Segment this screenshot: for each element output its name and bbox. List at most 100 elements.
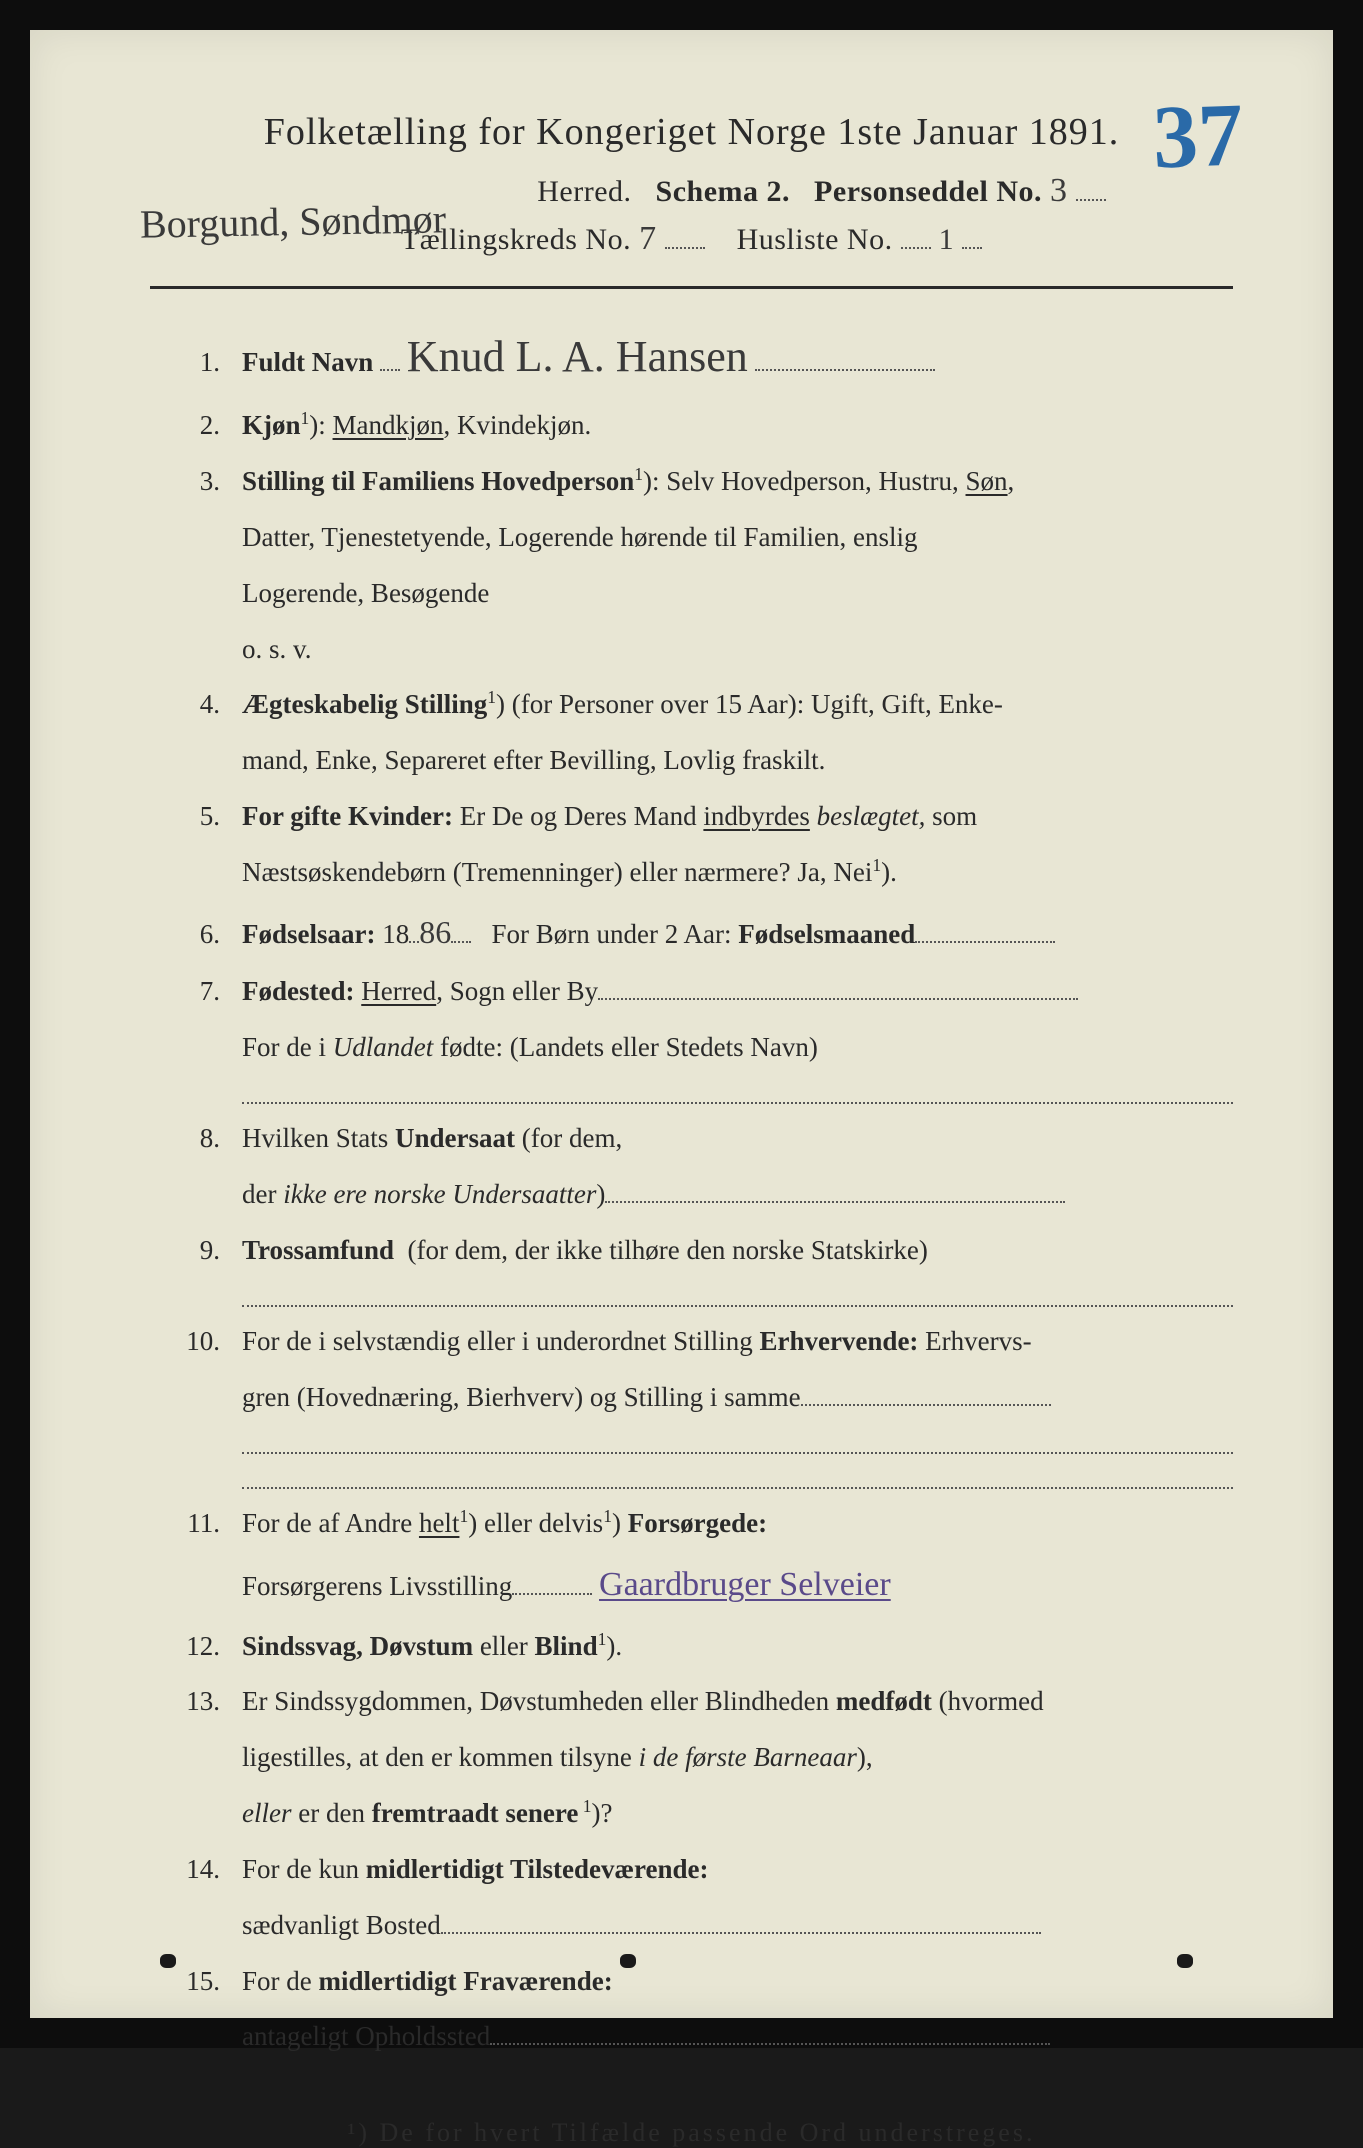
field-label: Fødested:	[242, 976, 354, 1006]
field-text: midlertidigt Tilstedeværende:	[366, 1854, 709, 1884]
husliste-label: Husliste No.	[737, 223, 893, 256]
field-9: 9. Trossamfund (for dem, der ikke tilhør…	[160, 1230, 1233, 1272]
personseddel-no: 3	[1050, 172, 1068, 209]
dotted-line	[242, 1286, 1233, 1307]
dotted-fill	[901, 247, 931, 249]
field-5-cont: Næstsøskendebørn (Tremenninger) eller næ…	[242, 852, 1233, 894]
field-number: 7.	[160, 971, 242, 1013]
field-text: Undersaat	[395, 1123, 515, 1153]
field-text: Er De og Deres Mand	[460, 801, 704, 831]
footnote: ¹) De for hvert Tilfælde passende Ord un…	[150, 2118, 1233, 2148]
field-options: Ugift, Gift, Enke-	[811, 689, 1003, 719]
field-4-cont: mand, Enke, Separeret efter Bevilling, L…	[242, 740, 1233, 782]
month-label: Fødselsmaaned	[738, 919, 915, 949]
field-3: 3. Stilling til Familiens Hovedperson1):…	[160, 461, 1233, 503]
field-3-cont: Datter, Tjenestetyende, Logerende hørend…	[242, 517, 1233, 559]
field-text: sædvanligt Bosted	[242, 1910, 441, 1940]
field-number: 11.	[160, 1503, 242, 1545]
field-number: 8.	[160, 1118, 242, 1160]
field-number: 1.	[160, 342, 242, 384]
field-2: 2. Kjøn1): Mandkjøn, Kvindekjøn.	[160, 405, 1233, 447]
field-15-cont: antageligt Opholdssted	[242, 2016, 1233, 2058]
field-13-cont: ligestilles, at den er kommen tilsyne i …	[242, 1737, 1233, 1779]
field-13: 13. Er Sindssygdommen, Døvstumheden elle…	[160, 1681, 1233, 1723]
field-text: Næstsøskendebørn (Tremenninger) eller næ…	[242, 857, 872, 887]
dotted-fill	[1076, 199, 1106, 201]
scan-background: 37 Folketælling for Kongeriget Norge 1st…	[0, 0, 1363, 2048]
dotted-line	[242, 1083, 1233, 1104]
dotted-fill	[441, 1932, 1041, 1934]
field-label: Kjøn	[242, 410, 301, 440]
livsstilling-handwritten: Gaardbruger Selveier	[599, 1566, 891, 1603]
field-10-cont: gren (Hovednæring, Bierhverv) og Stillin…	[242, 1377, 1233, 1419]
field-number: 13.	[160, 1681, 242, 1723]
field-label: Fødselsaar:	[242, 919, 375, 949]
field-text: ),	[857, 1742, 873, 1772]
schema-label: Schema 2.	[656, 175, 791, 208]
born-label: For Børn under 2 Aar:	[491, 919, 731, 949]
stilling-selected: Søn	[966, 466, 1008, 496]
document-title: Folketælling for Kongeriget Norge 1ste J…	[150, 110, 1233, 154]
field-number: 4.	[160, 684, 242, 726]
field-15: 15. For de midlertidigt Fraværende:	[160, 1961, 1233, 2003]
dotted-fill	[915, 941, 1055, 943]
field-text: ikke ere norske Undersaatter	[283, 1179, 596, 1209]
field-text: For de af Andre	[242, 1508, 419, 1538]
field-text: For de	[242, 1966, 319, 1996]
field-text: (for dem,	[515, 1123, 622, 1153]
dotted-fill	[962, 247, 982, 249]
field-7-cont: For de i Udlandet fødte: (Landets eller …	[242, 1027, 1233, 1069]
field-11-cont: Forsørgerens Livsstilling Gaardbruger Se…	[242, 1559, 1233, 1612]
divider-rule	[150, 286, 1233, 289]
field-text: medfødt	[836, 1686, 932, 1716]
dotted-fill	[451, 941, 471, 943]
field-number: 6.	[160, 914, 242, 956]
field-label: Stilling til Familiens Hovedperson	[242, 466, 634, 496]
herred-label: Herred.	[537, 175, 631, 208]
field-text: antageligt Opholdssted	[242, 2021, 490, 2051]
fodested-selected: Herred	[361, 976, 436, 1006]
field-8: 8. Hvilken Stats Undersaat (for dem,	[160, 1118, 1233, 1160]
field-3-cont: Logerende, Besøgende	[242, 573, 1233, 615]
field-4: 4. Ægteskabelig Stilling1) (for Personer…	[160, 684, 1233, 726]
field-7: 7. Fødested: Herred, Sogn eller By	[160, 971, 1233, 1013]
field-text: midlertidigt Fraværende:	[319, 1966, 613, 1996]
field-text: helt	[419, 1508, 460, 1538]
field-1: 1. Fuldt Navn Knud L. A. Hansen	[160, 323, 1233, 391]
field-text: fremtraadt senere	[372, 1798, 579, 1828]
field-5: 5. For gifte Kvinder: Er De og Deres Man…	[160, 796, 1233, 838]
field-label: Sindssvag, Døvstum	[242, 1631, 473, 1661]
field-paren: (for Personer over 15 Aar):	[512, 689, 804, 719]
field-number: 12.	[160, 1626, 242, 1668]
field-11: 11. For de af Andre helt1) eller delvis1…	[160, 1503, 1233, 1545]
field-text: Er Sindssygdommen, Døvstumheden eller Bl…	[242, 1686, 836, 1716]
field-13-cont: eller er den fremtraadt senere 1)?	[242, 1793, 1233, 1835]
husliste-no: 1	[939, 223, 955, 256]
field-3-cont: o. s. v.	[242, 629, 1233, 671]
dotted-fill	[490, 2043, 1050, 2045]
field-number: 14.	[160, 1849, 242, 1891]
field-text: For de i	[242, 1032, 333, 1062]
field-text: Udlandet	[333, 1032, 434, 1062]
field-text: Blind	[535, 1631, 598, 1661]
field-text: For de i selvstændig eller i underordnet…	[242, 1326, 759, 1356]
field-text: indbyrdes	[703, 801, 809, 831]
field-text: gren (Hovednæring, Bierhverv) og Stillin…	[242, 1382, 801, 1412]
field-text: Erhvervende:	[759, 1326, 918, 1356]
field-text: eller	[242, 1798, 291, 1828]
dotted-fill	[665, 247, 705, 249]
form-body: 1. Fuldt Navn Knud L. A. Hansen 2. Kjøn1…	[150, 323, 1233, 2058]
field-text: eller	[473, 1631, 534, 1661]
year-prefix: 18	[382, 919, 409, 949]
field-6: 6. Fødselsaar: 1886 For Børn under 2 Aar…	[160, 908, 1233, 958]
field-number: 3.	[160, 461, 242, 503]
field-text: der	[242, 1179, 283, 1209]
dotted-fill	[801, 1404, 1051, 1406]
field-text: Forsørgerens Livsstilling	[242, 1571, 512, 1601]
dotted-fill	[755, 369, 935, 371]
field-text: i de første Barneaar	[639, 1742, 857, 1772]
dotted-fill	[512, 1593, 592, 1595]
field-text: er den	[291, 1798, 371, 1828]
field-14: 14. For de kun midlertidigt Tilstedevære…	[160, 1849, 1233, 1891]
dotted-fill	[380, 369, 400, 371]
